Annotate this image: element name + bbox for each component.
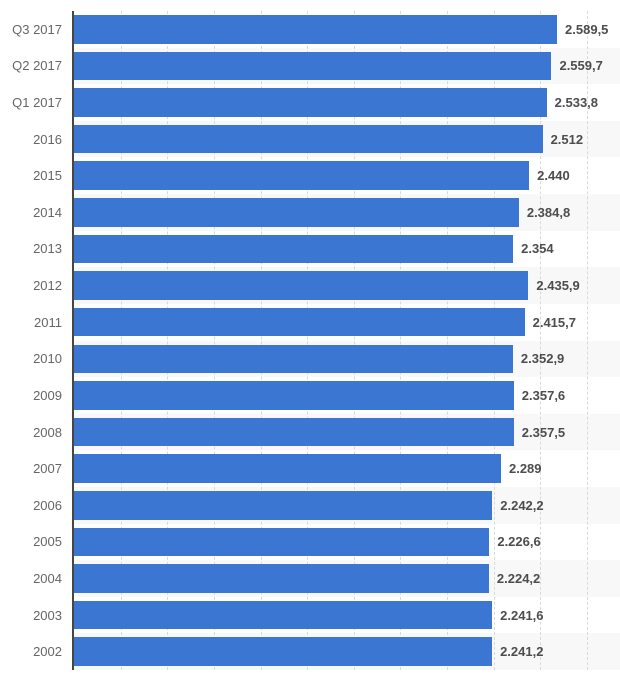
category-label: 2010 [33, 351, 62, 367]
chart-row: 2.589,5 [74, 11, 620, 48]
category-label: 2002 [33, 644, 62, 660]
gridline [400, 11, 402, 670]
bar-2010 [74, 344, 513, 374]
bar-2014 [74, 198, 519, 227]
chart-row: 2.357,6 [74, 377, 620, 414]
category-label: 2009 [33, 387, 62, 403]
bar-q3-2017 [74, 15, 558, 44]
value-label: 2.440 [537, 168, 570, 184]
chart-row: 2.352,9 [74, 341, 620, 378]
category-label: 2003 [33, 607, 62, 623]
category-label: 2008 [33, 424, 62, 440]
category-label: 2005 [33, 534, 62, 550]
y-axis-line [72, 11, 74, 670]
bar-2012 [74, 271, 529, 300]
category-label: Q3 2017 [12, 21, 62, 37]
bar-2016 [74, 124, 543, 154]
gridline [586, 11, 588, 670]
gridline [307, 11, 309, 670]
value-label: 2.512 [550, 131, 584, 147]
chart-row: 2.224,2 [74, 560, 620, 597]
bar-2002 [74, 637, 493, 666]
gridline [120, 11, 122, 670]
chart-row: 2.440 [74, 157, 620, 194]
bar-2005 [74, 527, 490, 557]
plot-area: 2.589,5 2.559,7 2.533,8 2.512 2.440 2.384,8 2.… [74, 11, 620, 670]
gridline [260, 11, 262, 670]
bar-2011 [74, 307, 525, 337]
chart-row: 2.241,2 [74, 633, 620, 670]
category-label: Q2 2017 [12, 58, 62, 74]
value-label: 2.357,6 [521, 387, 566, 403]
value-label: 2.226,6 [497, 534, 541, 550]
category-label: 2011 [34, 314, 62, 330]
bar-2009 [74, 381, 514, 410]
chart-row: 2.354 [74, 231, 620, 268]
value-label: 2.384,8 [526, 204, 571, 220]
bar-2008 [74, 417, 514, 447]
category-label: 2004 [33, 570, 62, 586]
value-label: 2.354 [521, 241, 554, 257]
value-label: 2.289 [508, 461, 542, 477]
value-label: 2.224,2 [496, 570, 541, 586]
bar-q1-2017 [74, 88, 547, 117]
bar-2006 [74, 490, 493, 520]
category-label: 2012 [33, 278, 62, 294]
chart-row: 2.512 [74, 121, 620, 158]
chart-row: 2.384,8 [74, 194, 620, 231]
chart-row: 2.226,6 [74, 524, 620, 561]
value-label: 2.533,8 [554, 95, 599, 111]
category-label: 2016 [33, 131, 62, 147]
category-label: 2014 [33, 204, 62, 220]
chart-row: 2.357,5 [74, 414, 620, 451]
value-label: 2.242,2 [500, 497, 544, 513]
gridline [493, 11, 495, 670]
category-label: 2015 [33, 168, 62, 184]
value-label: 2.241,2 [500, 644, 544, 660]
gridline [353, 11, 355, 670]
chart-row: 2.435,9 [74, 267, 620, 304]
value-label: 2.415,7 [532, 314, 576, 330]
bar-2004 [74, 564, 489, 593]
chart-row: 2.559,7 [74, 48, 620, 85]
chart-row: 2.289 [74, 450, 620, 487]
bar-2013 [74, 234, 514, 264]
chart-row: 2.242,2 [74, 487, 620, 524]
category-label: 2007 [33, 461, 62, 477]
gridline [447, 11, 449, 670]
value-label: 2.357,5 [521, 424, 566, 440]
gridline [167, 11, 169, 670]
chart-row: 2.241,6 [74, 597, 620, 634]
bar-2007 [74, 454, 501, 483]
chart-row: 2.533,8 [74, 84, 620, 121]
category-label: Q1 2017 [12, 95, 62, 111]
value-label: 2.589,5 [565, 21, 609, 37]
bar-2015 [74, 161, 530, 191]
value-label: 2.559,7 [559, 58, 603, 74]
value-label: 2.352,9 [520, 351, 565, 367]
gridline [540, 11, 542, 670]
chart-row: 2.415,7 [74, 304, 620, 341]
value-label: 2.435,9 [536, 278, 580, 294]
category-label: 2006 [33, 497, 62, 513]
value-label: 2.241,6 [500, 607, 544, 623]
category-label: 2013 [33, 241, 62, 257]
bar-q2-2017 [74, 51, 552, 81]
bar-2003 [74, 600, 493, 630]
gridline [213, 11, 215, 670]
